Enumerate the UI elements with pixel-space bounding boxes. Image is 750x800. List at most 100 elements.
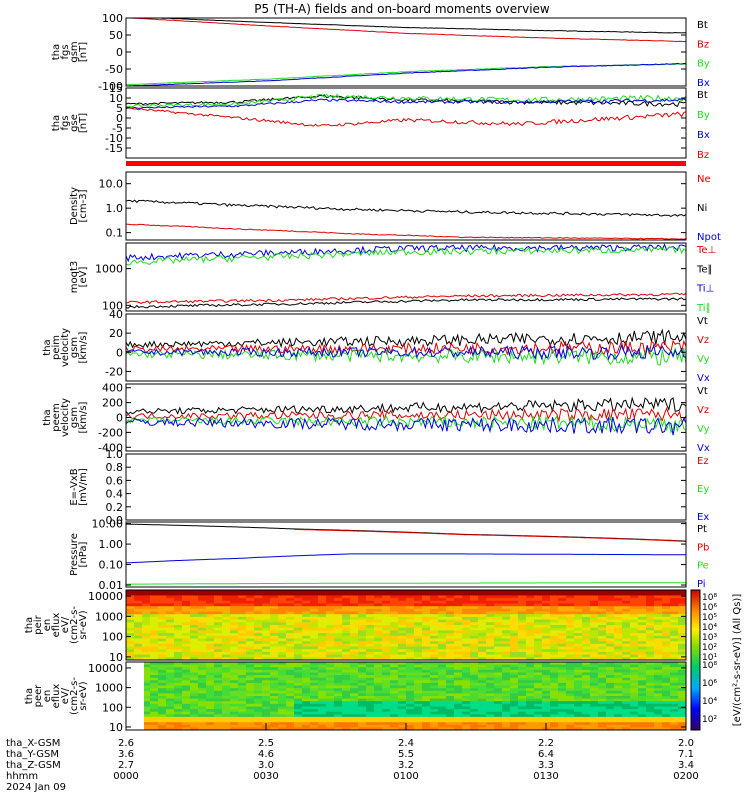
- y-tick-label: 10.00: [92, 518, 124, 531]
- y-axis-label: tha: [51, 44, 62, 60]
- y-tick-label: 200: [102, 397, 123, 410]
- y-axis-label: gsm: [69, 337, 80, 358]
- series-line-red: [126, 106, 686, 127]
- y-axis-label: [km/s]: [78, 401, 89, 433]
- y-axis-label: gse: [69, 114, 80, 132]
- legend-Bx: Bx: [697, 130, 710, 141]
- y-axis-label: peim: [51, 335, 62, 360]
- colorbar-label: [eV/(cm²-s-sr-eV)] (All Qs)]: [732, 594, 743, 727]
- x-axis-block: tha_X-GSM 2.6 2.5 2.4 2.2 2.0 tha_Y-GSM 3.6 4.6 5…: [6, 723, 699, 793]
- legend-Pt: Pt: [697, 524, 707, 535]
- colorbar-tick: 10⁸: [702, 661, 717, 671]
- panel-frame: [125, 453, 687, 521]
- series-line-red: [126, 223, 686, 240]
- x-tick-label: 0130: [533, 771, 558, 782]
- y-axis-label: en: [42, 690, 53, 703]
- x-tick-label: 2.2: [538, 738, 554, 749]
- legend-Ti∥: Ti∥: [696, 303, 711, 314]
- colorbar-gradient: [690, 589, 701, 731]
- y-axis-label: en: [42, 619, 53, 632]
- panels: 100500-50-100thafgsgsm[nT]BtBzByBx151050…: [24, 12, 721, 734]
- y-axis-label: fgs: [60, 44, 71, 59]
- quality-flag-bar: [126, 161, 686, 166]
- series-line-red: [293, 528, 686, 542]
- panel-6: 1.00.80.60.40.20.0 E=-VxB[mV/m] Ez Ey Ex: [69, 448, 709, 527]
- x-tick-label: 4.6: [258, 749, 274, 760]
- legend-Vx: Vx: [697, 373, 710, 384]
- y-axis-label: tha: [24, 617, 35, 633]
- y-axis-label: (cm2-s-: [69, 677, 80, 715]
- x-tick-label: 3.6: [118, 749, 134, 760]
- panel-frame: [125, 17, 687, 87]
- colorbar-tick: 10⁵: [702, 613, 717, 623]
- y-axis-label: sr-eV): [78, 681, 89, 710]
- legend-Ez: Ez: [697, 456, 709, 467]
- y-tick-label: 1.0: [106, 448, 124, 461]
- y-tick-label: -200: [98, 426, 123, 439]
- y-axis-label: tha: [51, 115, 62, 131]
- x-tick-label: 2.6: [118, 738, 134, 749]
- legend-Ey: Ey: [697, 484, 709, 495]
- x-tick-label: 2.5: [258, 738, 274, 749]
- y-tick-label: 0.10: [99, 559, 124, 572]
- legend-By: By: [697, 110, 710, 121]
- y-tick-label: 0.1: [106, 227, 124, 240]
- series-line-blue: [126, 415, 686, 436]
- y-tick-label: -400: [98, 441, 123, 454]
- legend-By: By: [697, 59, 710, 70]
- legend-Bz: Bz: [697, 39, 709, 50]
- y-tick-label: 0: [116, 412, 123, 425]
- y-axis-label: [eV]: [78, 267, 89, 288]
- y-axis-label: eflux: [51, 613, 62, 638]
- y-tick-label: 10000: [88, 662, 123, 675]
- legend-Bz: Bz: [697, 150, 709, 161]
- legend-Vz: Vz: [697, 405, 709, 416]
- y-axis-label: [km/s]: [78, 331, 89, 363]
- y-axis-label: sr-eV): [78, 610, 89, 639]
- y-axis-label: [cm-3]: [78, 189, 89, 222]
- y-axis-label: eV/: [60, 616, 71, 633]
- colorbar-tick: 10⁶: [702, 603, 717, 613]
- y-tick-label: 0: [116, 46, 123, 59]
- colorbar-tick: 10⁴: [702, 623, 717, 633]
- y-tick-label: 10.0: [99, 178, 124, 191]
- legend-Bt: Bt: [697, 90, 708, 101]
- panel-frame: [125, 313, 687, 382]
- y-tick-label: 50: [109, 29, 123, 42]
- x-tick-label: 3.4: [678, 760, 694, 771]
- legend-Pe: Pe: [697, 561, 709, 572]
- y-tick-label: 10: [109, 651, 123, 664]
- series-line-red: [126, 18, 686, 43]
- legend-Ti⊥: Ti⊥: [696, 284, 714, 295]
- series-line-blue: [126, 553, 686, 564]
- colorbar-tick: 10²: [702, 643, 717, 653]
- x-tick-label: 2.0: [678, 738, 694, 749]
- colorbar-tick: 10²: [702, 715, 717, 725]
- legend-Bx: Bx: [697, 78, 710, 89]
- y-tick-label: 0: [116, 346, 123, 359]
- y-tick-label: 0.8: [106, 461, 124, 474]
- y-tick-label: -100: [98, 80, 123, 93]
- y-tick-label: 0.01: [99, 579, 124, 592]
- series-line-red: [126, 292, 686, 305]
- y-axis-label: Density: [69, 187, 80, 225]
- y-tick-label: 100: [102, 631, 123, 644]
- x-date-label: 2024 Jan 09: [6, 782, 66, 793]
- y-tick-label: -5: [112, 122, 123, 135]
- series-line-blue: [126, 98, 686, 109]
- y-tick-label: -10: [105, 132, 123, 145]
- y-axis-label: eflux: [51, 684, 62, 709]
- y-tick-label: 0.0: [106, 514, 124, 527]
- x-row-label: hhmm: [6, 771, 38, 782]
- y-axis-label: Pressure: [69, 533, 80, 576]
- panel-2: 10.0 1.0 0.1 Density[cm-3] Ne Ni Npot: [69, 171, 721, 243]
- series-line-black: [126, 297, 686, 309]
- legend-Vt: Vt: [697, 316, 708, 327]
- y-tick-label: 15: [109, 82, 123, 95]
